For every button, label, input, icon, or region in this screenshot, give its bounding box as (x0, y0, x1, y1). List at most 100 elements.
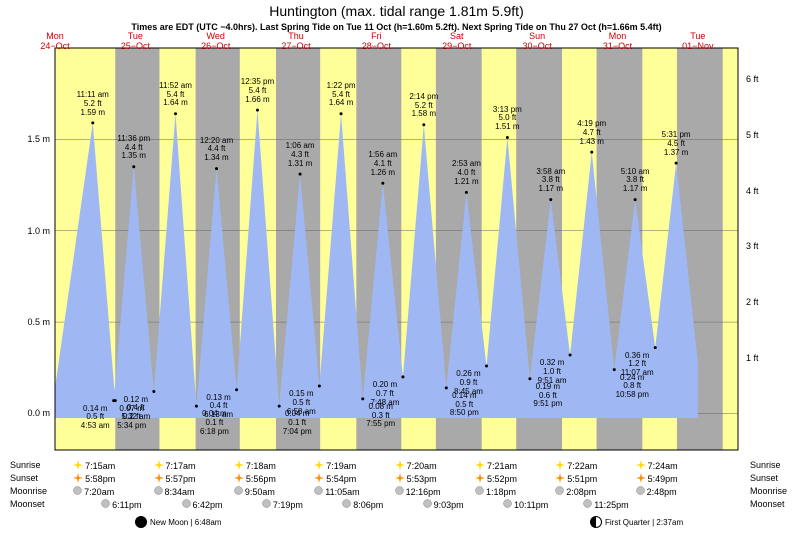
sunset-time: 5:49pm (648, 474, 678, 484)
tide-annotation: 0.36 m1.2 ft11:07 am (607, 352, 667, 378)
info-label-right-Sunrise: Sunrise (750, 460, 781, 470)
tide-annotation: 2:53 am4.0 ft1.21 m (436, 160, 496, 186)
sunrise-time: 7:15am (85, 461, 115, 471)
y-axis-ft-5: 5 ft (746, 130, 759, 140)
sunset-cell-6: 5:51pm (555, 473, 597, 485)
tide-annotation: 0.19 m0.6 ft9:51 pm (518, 383, 578, 409)
chart-plot (0, 0, 793, 539)
day-label-7: Mon31−Oct (592, 32, 642, 52)
tide-annotation: 2:14 pm5.2 ft1.58 m (394, 93, 454, 119)
tide-annotation: 5:10 am3.8 ft1.17 m (605, 168, 665, 194)
moonrise-cell-7: 2:48pm (636, 486, 677, 497)
y-axis-ft-1: 1 ft (746, 353, 759, 363)
sunrise-icon (555, 460, 565, 472)
sunset-icon (636, 473, 646, 485)
sunrise-time: 7:18am (246, 461, 276, 471)
info-label-right-Sunset: Sunset (750, 473, 778, 483)
moonrise-icon (475, 486, 484, 497)
tide-annotation: 0.12 m0.4 ft5:32 am (106, 396, 166, 422)
sunrise-icon (395, 460, 405, 472)
moonset-icon (583, 499, 592, 510)
y-axis-ft-3: 3 ft (746, 241, 759, 251)
moonrise-icon (73, 486, 82, 497)
sunset-cell-3: 5:54pm (314, 473, 356, 485)
sunset-icon (234, 473, 244, 485)
moonset-cell-2: 7:19pm (262, 499, 303, 510)
moonset-cell-1: 6:42pm (182, 499, 223, 510)
info-label-left-Sunset: Sunset (10, 473, 38, 483)
moon-phase: New Moon | 6:48am (135, 516, 221, 528)
sunset-icon (475, 473, 485, 485)
moonset-icon (101, 499, 110, 510)
tide-annotation: 11:36 pm4.4 ft1.35 m (104, 135, 164, 161)
moonset-time: 7:19pm (273, 500, 303, 510)
tide-annotation: 0.13 m0.4 ft6:13 am (189, 394, 249, 420)
moonset-cell-0: 6:11pm (101, 499, 141, 510)
moonset-icon (503, 499, 512, 510)
info-label-left-Sunrise: Sunrise (10, 460, 41, 470)
moonrise-cell-6: 2:08pm (555, 486, 596, 497)
moonrise-icon (636, 486, 645, 497)
sunrise-cell-5: 7:21am (475, 460, 517, 472)
moonset-cell-4: 9:03pm (423, 499, 464, 510)
tide-annotation: 3:58 am3.8 ft1.17 m (521, 168, 581, 194)
moonrise-time: 12:16pm (406, 487, 441, 497)
sunrise-icon (234, 460, 244, 472)
moonrise-time: 2:48pm (647, 487, 677, 497)
moonrise-cell-0: 7:20am (73, 486, 114, 497)
sunset-time: 5:57pm (166, 474, 196, 484)
sunset-cell-0: 5:58pm (73, 473, 115, 485)
sunrise-time: 7:21am (487, 461, 517, 471)
sunrise-cell-4: 7:20am (395, 460, 437, 472)
moonrise-time: 2:08pm (566, 487, 596, 497)
moonrise-cell-5: 1:18pm (475, 486, 516, 497)
moonset-cell-5: 10:11pm (503, 499, 548, 510)
tide-annotation: 12:35 pm5.4 ft1.66 m (227, 78, 287, 104)
sunset-icon (154, 473, 164, 485)
sunrise-cell-6: 7:22am (555, 460, 597, 472)
day-label-8: Tue01−Nov (673, 32, 723, 52)
sunrise-cell-3: 7:19am (314, 460, 356, 472)
moonrise-cell-2: 9:50am (234, 486, 275, 497)
moonset-cell-3: 8:06pm (342, 499, 383, 510)
sunset-time: 5:51pm (567, 474, 597, 484)
tide-annotation: 1:56 am4.1 ft1.26 m (353, 151, 413, 177)
sunset-time: 5:52pm (487, 474, 517, 484)
y-axis-m-0: 0.0 m (15, 408, 50, 418)
y-axis-ft-4: 4 ft (746, 186, 759, 196)
day-label-2: Wed26−Oct (191, 32, 241, 52)
sunrise-icon (154, 460, 164, 472)
tide-annotation: 11:11 am5.2 ft1.59 m (63, 91, 123, 117)
sunrise-time: 7:22am (567, 461, 597, 471)
moonrise-cell-1: 8:34am (154, 486, 195, 497)
sunset-time: 5:53pm (407, 474, 437, 484)
moonrise-time: 7:20am (84, 487, 114, 497)
y-axis-ft-6: 6 ft (746, 74, 759, 84)
sunrise-time: 7:19am (326, 461, 356, 471)
tide-chart-container: Huntington (max. tidal range 1.81m 5.9ft… (0, 0, 793, 539)
sunset-cell-7: 5:49pm (636, 473, 678, 485)
moonrise-time: 9:50am (245, 487, 275, 497)
tide-annotation: 3:13 pm5.0 ft1.51 m (477, 106, 537, 132)
moonset-icon (182, 499, 191, 510)
info-label-left-Moonrise: Moonrise (10, 486, 47, 496)
moonrise-icon (555, 486, 564, 497)
day-label-5: Sat29−Oct (432, 32, 482, 52)
sunrise-icon (73, 460, 83, 472)
sunrise-icon (636, 460, 646, 472)
moon-phase-label: First Quarter | 2:37am (605, 518, 683, 527)
sunrise-icon (475, 460, 485, 472)
moonset-cell-6: 11:25pm (583, 499, 628, 510)
moonset-time: 6:42pm (193, 500, 223, 510)
sunrise-time: 7:17am (166, 461, 196, 471)
day-label-4: Fri28−Oct (351, 32, 401, 52)
moonrise-icon (314, 486, 323, 497)
tide-annotation: 4:19 pm4.7 ft1.43 m (562, 120, 622, 146)
tide-annotation: 0.32 m1.0 ft9:51 am (522, 359, 582, 385)
moonrise-time: 1:18pm (486, 487, 516, 497)
y-axis-m-1.5: 1.5 m (15, 134, 50, 144)
tide-annotation: 12:20 am4.4 ft1.34 m (187, 137, 247, 163)
sunrise-time: 7:24am (648, 461, 678, 471)
moonset-icon (342, 499, 351, 510)
moonrise-icon (234, 486, 243, 497)
